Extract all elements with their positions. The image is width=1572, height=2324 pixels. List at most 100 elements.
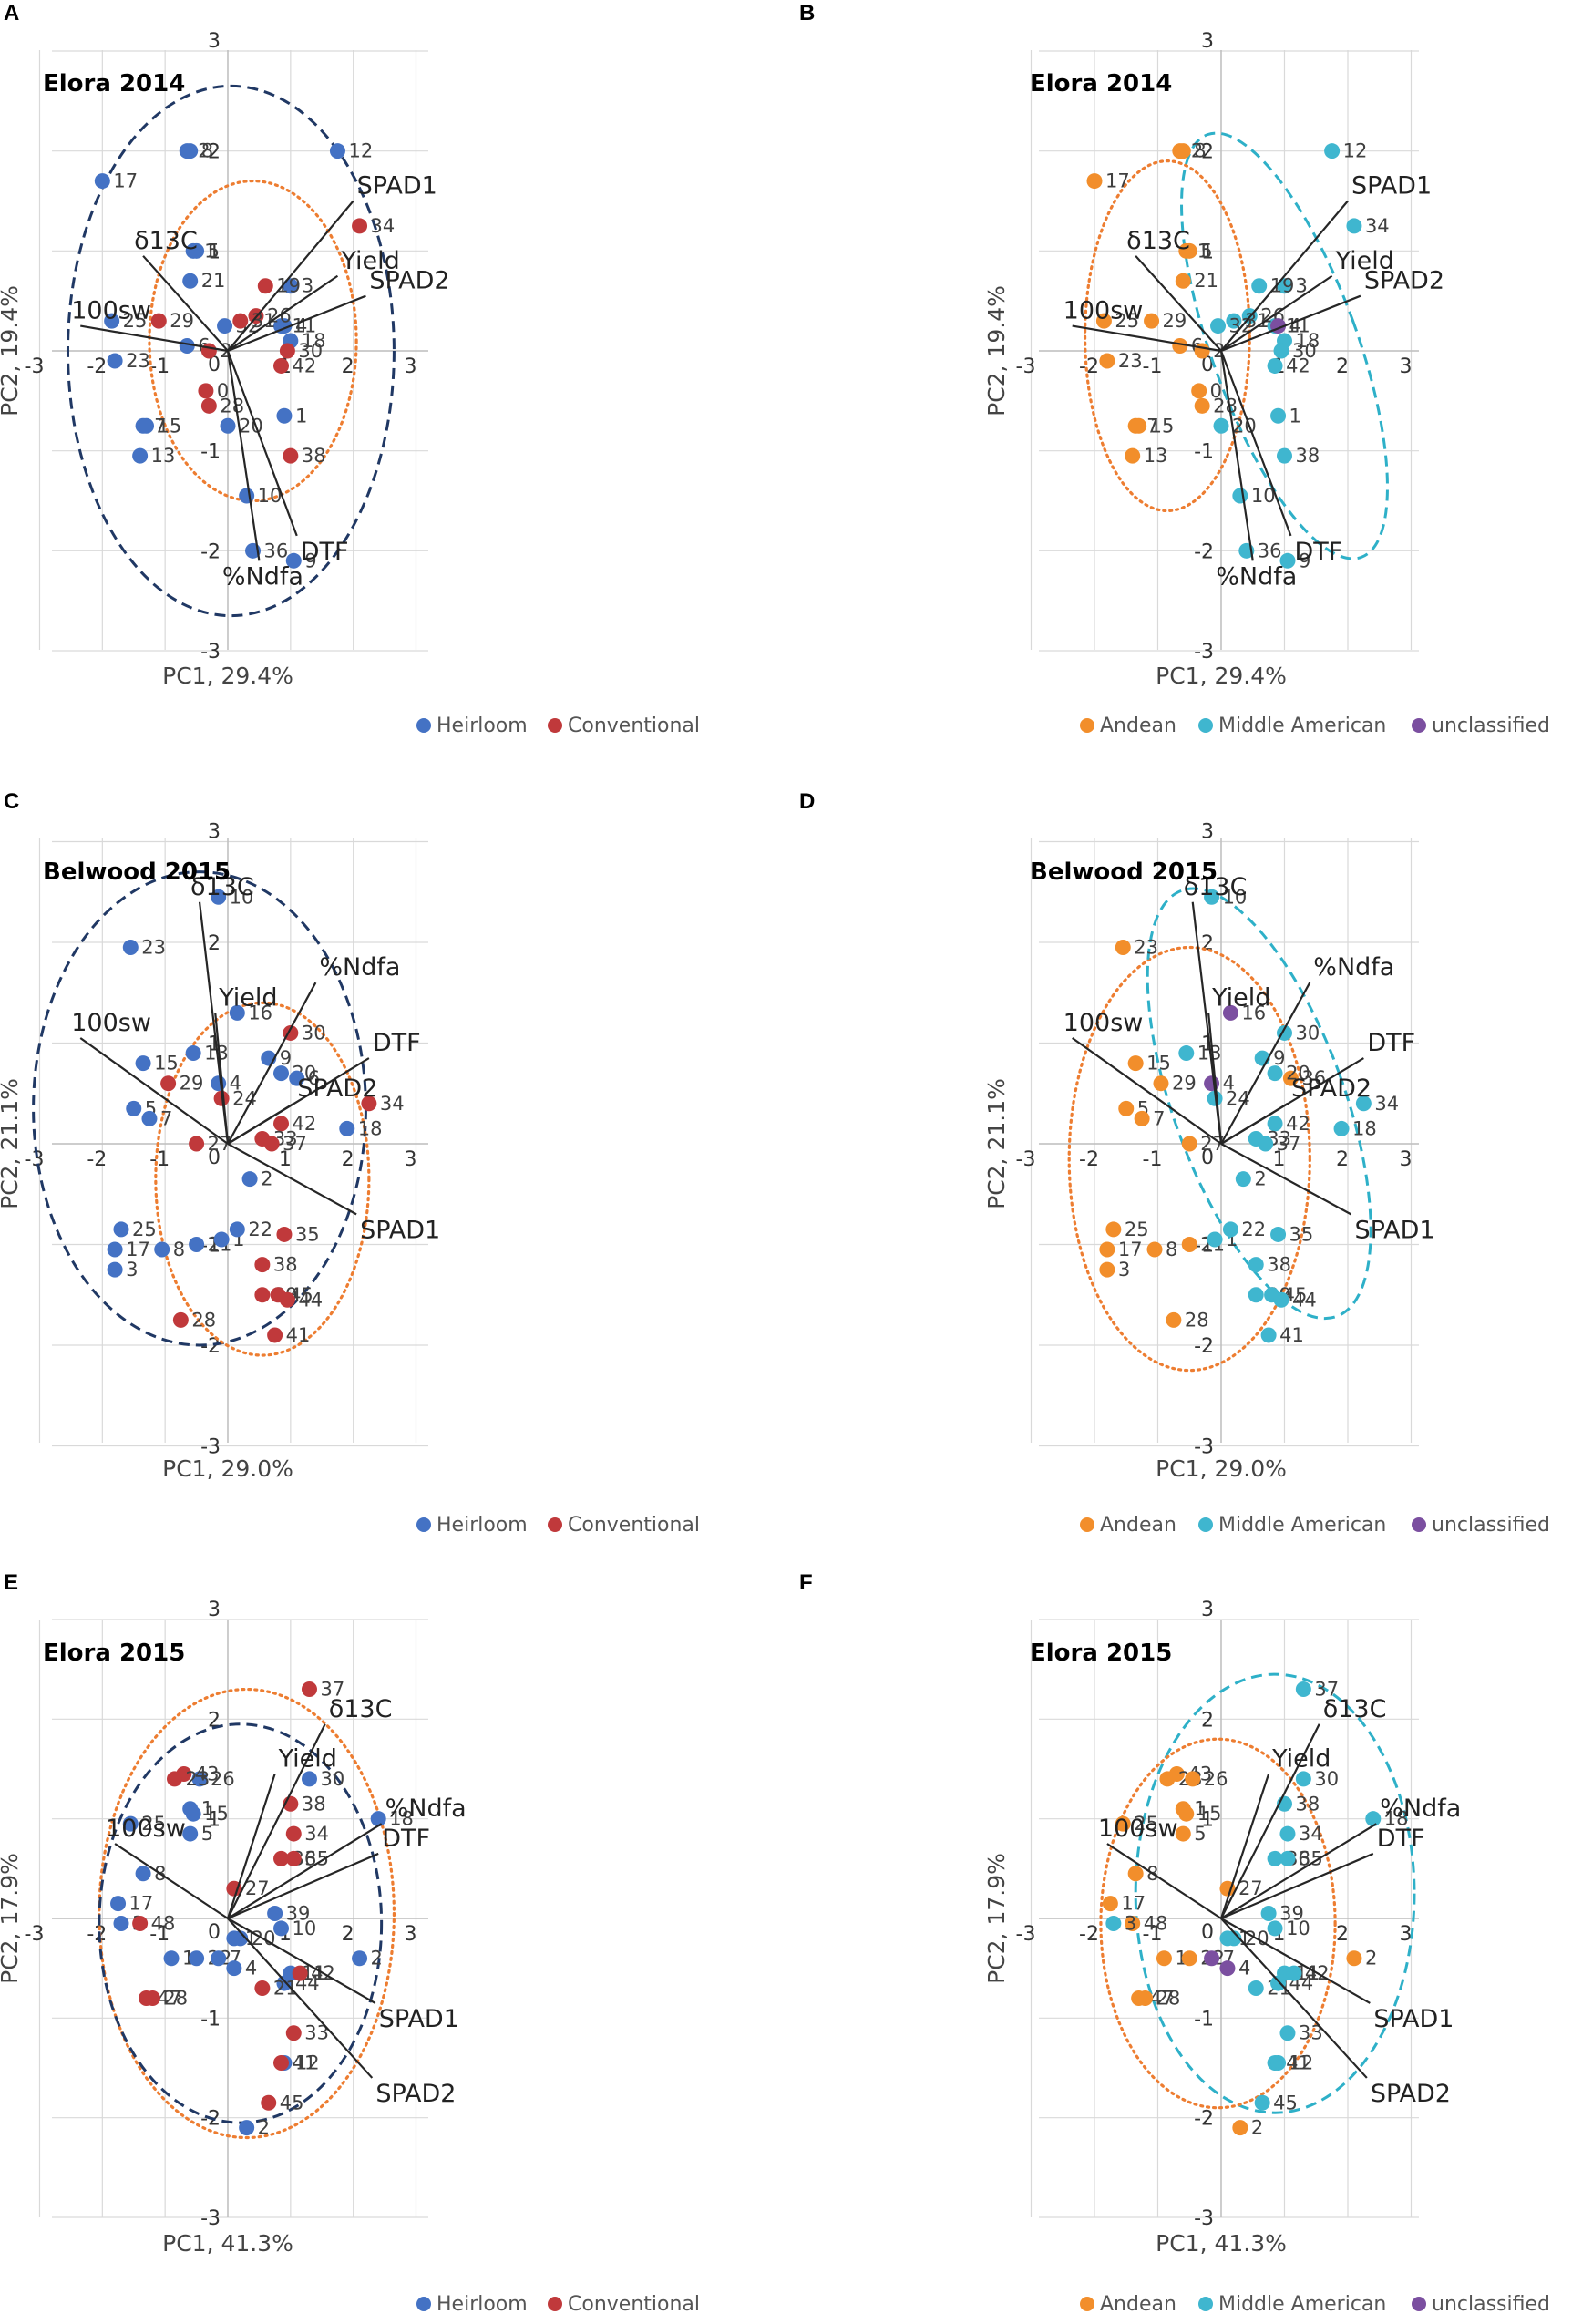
- series-middle-american: 1234319112631321830422013810369: [1210, 140, 1390, 571]
- point-label: 1: [1289, 405, 1301, 427]
- legend-label-heirloom: Heirloom: [437, 2293, 528, 2316]
- point-label: 43: [195, 1763, 220, 1784]
- loading-vectors: δ13C Yield 100sw %Ndfa DTF SPAD2 SPAD1: [1063, 873, 1435, 1245]
- ellipse-andean: [1099, 1737, 1337, 2110]
- vector-line-spad2: [1220, 1918, 1368, 2079]
- point-label: 1: [204, 240, 216, 262]
- y-tick-label: 3: [208, 30, 221, 53]
- legend: Andean Middle American unclassified: [1080, 715, 1550, 737]
- point-label: 28: [1185, 1309, 1209, 1331]
- data-point: [267, 1906, 283, 1922]
- panel-letter: F: [799, 1570, 813, 1595]
- x-tick-label: 2: [342, 1148, 354, 1171]
- data-point: [229, 1004, 245, 1021]
- data-point: [185, 1805, 201, 1822]
- legend-marker-unclassified: [1412, 2297, 1426, 2311]
- origin-tick-label: 0: [208, 1147, 221, 1169]
- point-label: 37: [283, 1133, 307, 1155]
- point-label: 37: [1277, 1133, 1301, 1155]
- data-point: [1270, 1226, 1287, 1242]
- ellipse-heirloom: [98, 1722, 384, 2124]
- legend-label-andean: Andean: [1100, 2293, 1176, 2316]
- vector-label-d13c: δ13C: [134, 227, 198, 255]
- data-point: [122, 1815, 139, 1832]
- vector-label-spad2: SPAD2: [297, 1075, 377, 1103]
- data-point: [285, 2025, 302, 2041]
- data-point: [1279, 1850, 1296, 1866]
- x-axis-title: PC1, 29.4%: [1156, 663, 1287, 689]
- vector-label-spad1: SPAD1: [357, 172, 437, 201]
- legend-label-conventional: Conventional: [568, 1514, 700, 1537]
- x-tick-label: -1: [149, 355, 170, 378]
- data-point: [1270, 2055, 1287, 2072]
- point-label: 38: [1267, 1254, 1291, 1276]
- point-label: 10: [230, 886, 254, 908]
- vector-line-yield: [227, 274, 339, 352]
- point-label: 29: [180, 1073, 204, 1095]
- point-label: 28: [163, 1987, 188, 2009]
- data-point: [217, 318, 233, 334]
- data-point: [1099, 1241, 1115, 1258]
- ellipse-middle: [1146, 887, 1372, 1321]
- point-label: 18: [1352, 1117, 1377, 1139]
- x-tick-label: -2: [1079, 1923, 1099, 1946]
- data-point: [273, 357, 290, 374]
- data-point: [189, 1237, 205, 1252]
- point-label: 10: [1251, 485, 1276, 507]
- data-point: [1131, 417, 1147, 434]
- point-label: 20: [1286, 1063, 1310, 1085]
- x-tick-label: 2: [1336, 1148, 1349, 1171]
- series-conventional: 37432338343635274847282142334145: [132, 1679, 344, 2113]
- point-label: 28: [1213, 395, 1238, 416]
- data-point: [1156, 1950, 1172, 1967]
- point-label: 1: [201, 1798, 213, 1820]
- point-label: 28: [220, 395, 244, 416]
- data-point: [1222, 1221, 1238, 1238]
- legend-label-middle-american: Middle American: [1218, 2293, 1386, 2316]
- point-label: 34: [1365, 215, 1390, 237]
- legend-marker-heirloom: [416, 718, 431, 733]
- vector-label-pct-ndfa: %Ndfa: [319, 953, 400, 982]
- point-label: 16: [1241, 1002, 1266, 1023]
- vector-label-yield: Yield: [1335, 247, 1394, 275]
- vector-label-dtf: DTF: [301, 538, 349, 566]
- point-label: 9: [304, 550, 316, 571]
- data-point: [273, 2055, 290, 2072]
- point-label: 7: [160, 1107, 172, 1129]
- data-point: [361, 1095, 377, 1112]
- point-label: 8: [201, 140, 213, 162]
- point-label: 23: [126, 350, 150, 372]
- data-point: [232, 1930, 249, 1947]
- point-label: 25: [123, 310, 148, 332]
- x-tick-label: -3: [25, 1148, 45, 1171]
- legend-marker-unclassified: [1412, 1517, 1426, 1532]
- x-tick-label: -2: [87, 1148, 107, 1171]
- x-tick-label: 2: [342, 1923, 354, 1946]
- vector-line-d13c: [227, 1723, 326, 1919]
- data-point: [107, 1261, 123, 1278]
- y-tick-label: 2: [208, 141, 221, 164]
- data-point: [1125, 1915, 1141, 1931]
- point-label: 39: [286, 1903, 311, 1925]
- x-tick-label: -1: [1143, 1923, 1163, 1946]
- vector-label-spad2: SPAD2: [1364, 267, 1444, 295]
- point-label: 41: [1279, 1324, 1304, 1346]
- ellipse-andean: [1083, 159, 1251, 513]
- y-axis-title: PC2, 17.9%: [0, 1853, 23, 1984]
- point-label: 7: [154, 415, 166, 437]
- x-tick-label: -3: [25, 355, 45, 378]
- data-point: [273, 1850, 290, 1866]
- point-label: 15: [204, 1803, 229, 1825]
- point-label: 9: [280, 1047, 292, 1069]
- x-tick-label: -2: [1079, 355, 1099, 378]
- data-point: [339, 1120, 355, 1136]
- data-point: [1248, 1287, 1264, 1303]
- x-axis-title: PC1, 41.3%: [162, 2230, 293, 2257]
- data-point: [1279, 552, 1296, 569]
- x-tick-label: 3: [1400, 1148, 1413, 1171]
